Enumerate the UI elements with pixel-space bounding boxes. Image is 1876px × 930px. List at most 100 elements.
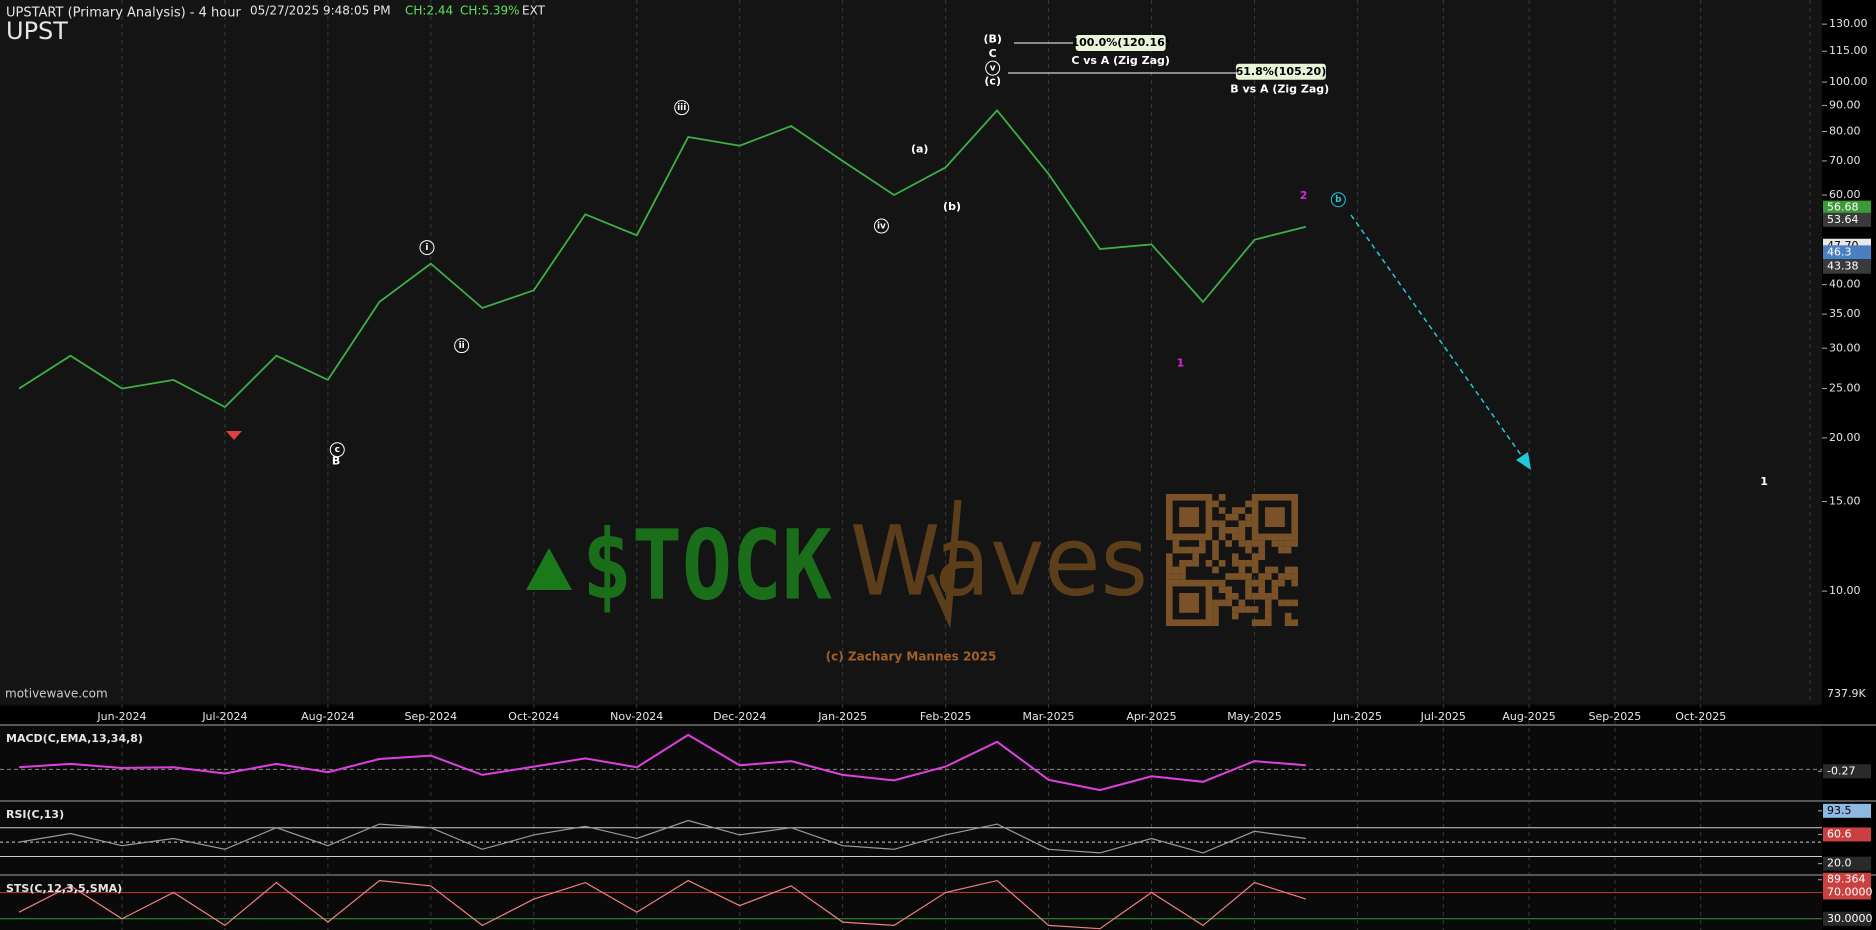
qr-cell <box>1251 553 1259 560</box>
qr-cell <box>1232 527 1239 534</box>
fib-box <box>1075 35 1166 52</box>
qr-cell <box>1238 599 1246 607</box>
copyright: (c) Zachary Mannes 2025 <box>826 650 997 664</box>
wave-label: 1 <box>1760 475 1768 488</box>
qr-cell <box>1245 573 1252 580</box>
qr-cell <box>1172 546 1180 554</box>
plot-background <box>0 0 1822 704</box>
qr-cell <box>1185 546 1193 554</box>
qr-cell <box>1278 546 1285 554</box>
qr-cell <box>1278 540 1285 547</box>
qr-cell <box>1265 612 1272 620</box>
wave-label: iii <box>677 103 686 113</box>
y-tick-label: -0.27 <box>1827 764 1855 777</box>
y-tick-label: 60.00 <box>1829 188 1861 201</box>
qr-cell <box>1166 560 1173 567</box>
x-tick-label: Feb-2025 <box>920 710 971 723</box>
x-tick-label: Jul-2025 <box>1420 710 1466 723</box>
tick-box <box>1823 764 1871 779</box>
qr-cell <box>1251 593 1259 600</box>
wave-label: 100.0%(120.16) <box>1071 36 1169 49</box>
y-tick-label: 93.5 <box>1827 804 1852 817</box>
wave-label: 2 <box>1300 189 1308 202</box>
x-tick-label: Jan-2025 <box>817 710 867 723</box>
logo-arrow <box>926 499 962 629</box>
qr-cell <box>1179 573 1186 580</box>
qr-cell <box>1291 619 1298 626</box>
qr-cell <box>1271 540 1279 547</box>
qr-cell <box>1192 553 1199 560</box>
tick-box <box>1823 827 1871 842</box>
wave-label: b <box>1335 195 1342 205</box>
qr-cell <box>1258 573 1265 580</box>
qr-finder-core <box>1179 507 1199 527</box>
qr-cell <box>1166 573 1173 580</box>
qr-finder-core <box>1179 593 1199 613</box>
wave-label: (b) <box>943 200 961 213</box>
qr-cell <box>1232 553 1239 560</box>
qr-cell <box>1232 606 1239 613</box>
qr-cell <box>1284 599 1292 607</box>
wave-circle <box>454 338 470 354</box>
qr-cell <box>1245 540 1252 547</box>
qr-cell <box>1218 599 1226 607</box>
qr-cell <box>1232 560 1239 567</box>
wave-label: iv <box>877 222 886 232</box>
qr-cell <box>1258 540 1265 547</box>
qr-cell <box>1218 494 1226 501</box>
qr-cell <box>1251 579 1259 587</box>
qr-cell <box>1265 606 1272 613</box>
qr-cell <box>1212 566 1219 574</box>
qr-cell <box>1245 606 1252 613</box>
tick-box <box>1823 856 1871 871</box>
qr-cell <box>1238 527 1246 534</box>
y-tick-label: 90.00 <box>1829 98 1861 111</box>
qr-cell <box>1245 546 1252 554</box>
qr-cell <box>1238 533 1246 541</box>
qr-cell <box>1284 573 1292 580</box>
y-tick-label: 10.00 <box>1829 584 1861 597</box>
qr-cell <box>1271 586 1279 593</box>
qr-cell <box>1251 560 1259 567</box>
qr-cell <box>1245 500 1252 508</box>
qr-cell <box>1258 586 1265 593</box>
qr-cell <box>1258 579 1265 587</box>
price-marker-label: 46.3 <box>1827 245 1852 258</box>
price-marker-label: 43.38 <box>1827 260 1859 273</box>
x-tick-label: Sep-2025 <box>1589 710 1642 723</box>
volume-label: 737.9K <box>1827 687 1866 700</box>
qr-cell <box>1205 560 1213 567</box>
y-tick-label: 80.00 <box>1829 124 1861 137</box>
qr-cell <box>1232 593 1239 600</box>
qr-cell <box>1291 579 1298 587</box>
qr-cell <box>1199 546 1206 554</box>
qr-finder <box>1251 493 1298 541</box>
qr-code <box>1166 493 1298 626</box>
qr-cell <box>1291 540 1298 547</box>
y-tick-label: 70.0000 <box>1827 885 1873 898</box>
price-marker <box>1823 259 1871 274</box>
qr-cell <box>1245 586 1252 593</box>
qr-cell <box>1245 593 1252 600</box>
indicator-line <box>18 819 1306 854</box>
x-tick-label: Jun-2024 <box>96 710 146 723</box>
qr-cell <box>1166 553 1173 560</box>
qr-cell <box>1225 586 1232 593</box>
qr-cell <box>1172 573 1180 580</box>
wave-label: (c) <box>984 74 1001 87</box>
qr-cell <box>1232 507 1239 514</box>
qr-cell <box>1271 566 1279 574</box>
x-tick-label: Sep-2024 <box>404 710 457 723</box>
pane-title: MACD(C,EMA,13,34,8) <box>6 732 143 745</box>
wave-label: (a) <box>911 143 928 156</box>
session: EXT <box>522 4 546 18</box>
marker-triangle <box>226 431 242 440</box>
qr-cell <box>1212 612 1219 620</box>
qr-cell <box>1185 560 1193 567</box>
qr-cell <box>1218 579 1226 587</box>
qr-cell <box>1218 586 1226 593</box>
price-marker <box>1823 200 1871 215</box>
wave-circle <box>985 60 1001 76</box>
ticker: UPST <box>6 17 68 45</box>
